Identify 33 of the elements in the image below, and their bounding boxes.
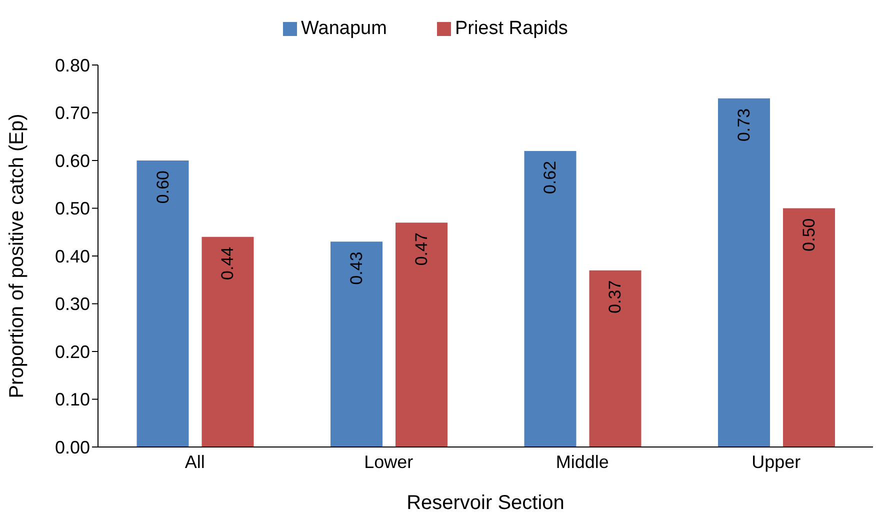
y-tick-label: 0.50 xyxy=(54,198,90,219)
bar xyxy=(330,242,382,447)
legend-label: Priest Rapids xyxy=(454,18,568,39)
data-label: 0.44 xyxy=(218,246,238,280)
bar xyxy=(718,98,770,447)
data-label: 0.73 xyxy=(734,108,754,142)
bar xyxy=(524,150,576,447)
data-label: 0.62 xyxy=(540,160,560,194)
y-tick-label: 0.30 xyxy=(54,294,90,314)
x-tick-label: All xyxy=(184,452,205,472)
y-tick-label: 0.00 xyxy=(54,437,90,458)
y-tick-label: 0.10 xyxy=(54,390,90,410)
x-tick-label: Lower xyxy=(364,452,414,472)
y-tick-label: 0.40 xyxy=(54,246,90,266)
bar xyxy=(783,208,835,447)
y-tick-label: 0.60 xyxy=(54,150,90,171)
legend-label: Wanapum xyxy=(301,18,387,39)
x-tick-label: Upper xyxy=(752,452,801,472)
data-label: 0.60 xyxy=(153,170,172,204)
y-tick-label: 0.80 xyxy=(54,55,90,76)
bar xyxy=(396,222,448,447)
y-axis-title: Proportion of positive catch (Ep) xyxy=(6,114,28,398)
bar xyxy=(136,160,189,447)
bar xyxy=(202,236,254,447)
data-label: 0.37 xyxy=(606,280,625,314)
bar xyxy=(589,270,642,447)
y-tick-label: 0.70 xyxy=(54,103,90,124)
data-label: 0.47 xyxy=(412,232,431,266)
x-axis-title: Reservoir Section xyxy=(406,492,564,514)
y-tick-label: 0.20 xyxy=(54,342,90,362)
data-label: 0.43 xyxy=(347,252,366,285)
x-tick-label: Middle xyxy=(556,452,609,472)
data-label: 0.50 xyxy=(800,218,818,252)
